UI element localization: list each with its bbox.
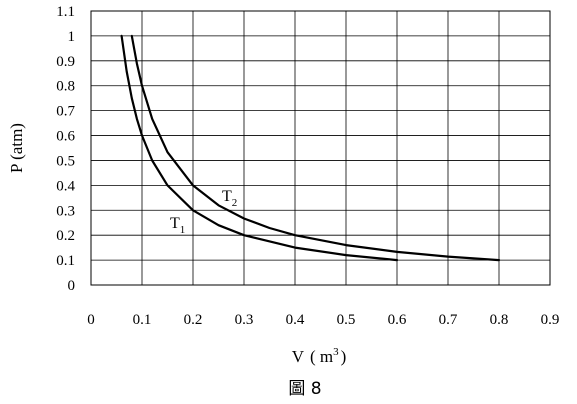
y-tick-label: 0.1 [56,253,75,269]
series-label-t2: T2 [222,188,237,209]
y-tick-labels: 0 0.1 0.2 0.3 0.4 0.5 0.6 0.7 0.8 0.9 1 1.1 [56,4,75,294]
y-tick-label: 0 [68,278,76,294]
grid [91,11,550,285]
y-tick-label: 0.9 [56,54,75,70]
y-tick-label: 0.5 [56,153,75,169]
x-tick-label: 0.4 [286,312,305,328]
x-tick-label: 0.7 [439,312,458,328]
y-tick-label: 0.7 [56,104,75,120]
x-axis-label: V( m3) [292,346,347,366]
series-line-t1 [120,34,399,262]
series-group [120,34,501,262]
y-tick-label: 0.3 [56,203,75,219]
x-tick-label: 0 [87,312,95,328]
y-tick-label: 1.1 [56,4,75,20]
y-tick-label: 0.4 [56,178,75,194]
series-line-t2 [130,34,501,262]
x-tick-label: 0.1 [133,312,152,328]
x-tick-label: 0.9 [541,312,560,328]
x-tick-label: 0.8 [490,312,509,328]
y-tick-label: 0.2 [56,228,75,244]
x-tick-label: 0.6 [388,312,407,328]
x-tick-label: 0.3 [235,312,254,328]
figure-caption: 圖 8 [288,379,321,399]
y-tick-label: 1 [68,29,76,45]
x-tick-labels: 0 0.1 0.2 0.3 0.4 0.5 0.6 0.7 0.8 0.9 [87,312,559,328]
x-tick-label: 0.5 [337,312,356,328]
y-axis-label: P (atm) [7,123,26,173]
y-tick-label: 0.8 [56,79,75,95]
x-tick-label: 0.2 [184,312,203,328]
plot-frame [90,10,551,286]
series-label-t1: T1 [170,215,185,236]
y-tick-label: 0.6 [56,129,75,145]
